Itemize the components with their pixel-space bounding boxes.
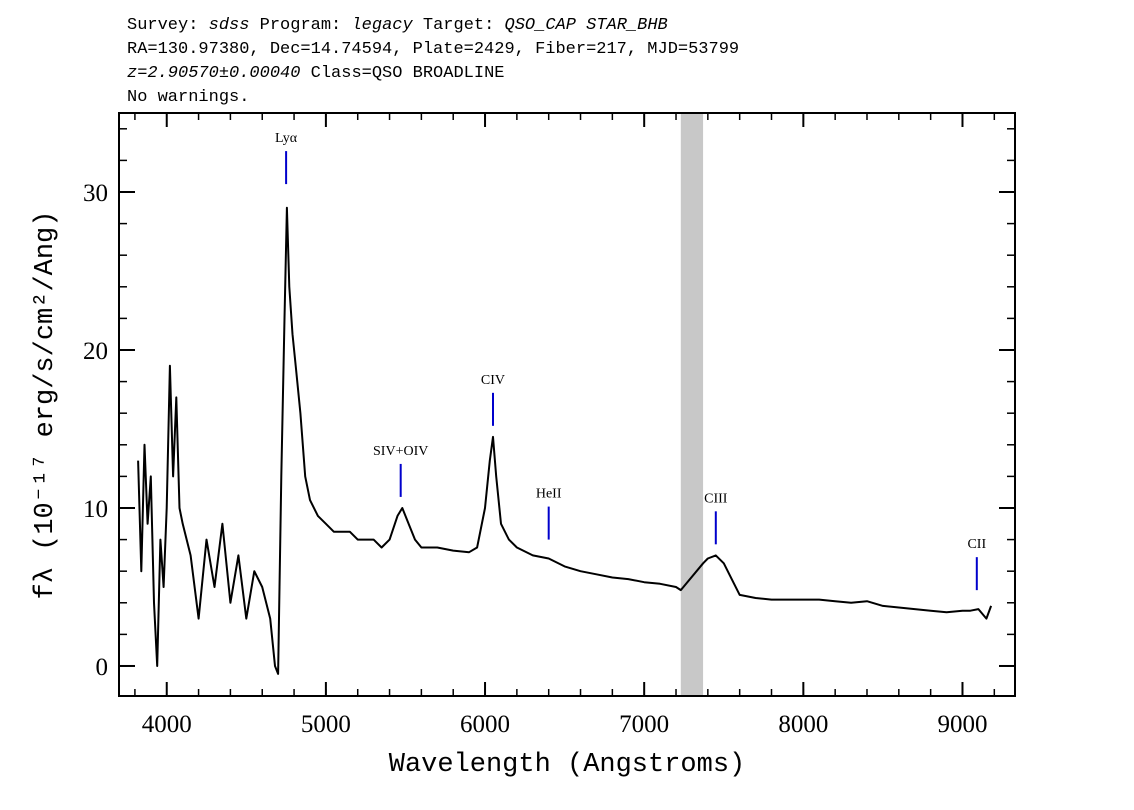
x-tick-label: 7000 [619,711,669,738]
y-tick-label: 0 [96,654,109,681]
line-label: SIV+OIV [373,444,428,459]
y-tick-label: 20 [83,338,108,365]
line-label: HeII [536,487,562,502]
header-segment: Target: [413,16,505,35]
x-tick-label: 4000 [142,711,192,738]
line-label: CII [967,537,986,552]
x-tick-label: 8000 [778,711,828,738]
header-segment: z=2.90570±0.00040 [127,64,300,83]
header-segment: RA=130.97380, Dec=14.74594, Plate=2429, … [127,40,739,59]
header-segment: Survey: [127,16,209,35]
header-segment: Class=QSO BROADLINE [300,64,504,83]
x-tick-label: 5000 [301,711,351,738]
plot-frame [118,112,1016,697]
line-label: CIII [704,491,728,506]
header-segment: sdss [209,16,250,35]
header-segment: legacy [351,16,413,35]
line-label: Lyα [275,131,298,146]
header-segment: Program: [249,16,351,35]
spectrum-line [137,206,993,675]
header-segment: No warnings. [127,88,249,107]
y-tick-label: 10 [83,496,108,523]
masked-region [680,113,704,696]
y-tick-label: 30 [83,180,108,207]
x-tick-label: 6000 [460,711,510,738]
header-line: Survey: sdss Program: legacy Target: QSO… [127,16,668,35]
header-line: RA=130.97380, Dec=14.74594, Plate=2429, … [127,40,739,59]
y-axis-label: fλ (10⁻¹⁷ erg/s/cm²/Ang) [31,211,61,600]
header-line: z=2.90570±0.00040 Class=QSO BROADLINE [127,64,504,83]
header-segment: QSO_CAP STAR_BHB [505,16,668,35]
x-tick-label: 9000 [937,711,987,738]
header-line: No warnings. [127,88,249,107]
x-axis-label: Wavelength (Angstroms) [389,750,745,780]
line-label: CIV [481,373,505,388]
header: Survey: sdss Program: legacy Target: QSO… [127,16,739,107]
